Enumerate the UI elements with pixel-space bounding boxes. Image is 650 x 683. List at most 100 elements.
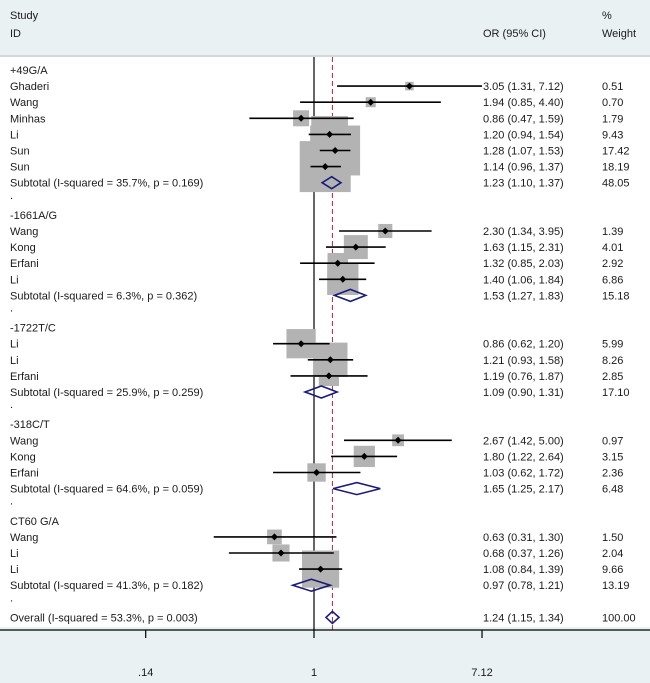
study-point <box>334 259 342 267</box>
study-point <box>325 372 333 380</box>
study-point <box>321 163 329 171</box>
study-weight: 9.43 <box>602 129 623 141</box>
study-point <box>277 549 285 557</box>
study-point <box>381 227 389 235</box>
study-point <box>297 340 305 348</box>
study-label: Li <box>10 548 19 560</box>
study-label: Kong <box>10 242 36 254</box>
study-point <box>360 452 368 460</box>
study-estimate: 1.14 (0.96, 1.37) <box>483 162 564 174</box>
study-estimate: 2.67 (1.42, 5.00) <box>483 435 564 447</box>
study-estimate: 2.30 (1.34, 3.95) <box>483 226 564 238</box>
study-estimate: 1.32 (0.85, 2.03) <box>483 258 564 270</box>
header-weight: Weight <box>602 28 636 40</box>
study-estimate: 0.63 (0.31, 1.30) <box>483 532 564 544</box>
study-point <box>405 82 413 90</box>
overall-label: Overall (I-squared = 53.3%, p = 0.003) <box>10 612 198 624</box>
study-point <box>339 275 347 283</box>
study-estimate: 1.21 (0.93, 1.58) <box>483 355 564 367</box>
group-heading: -1722T/C <box>10 323 56 335</box>
study-point <box>352 243 360 251</box>
study-label: Ghaderi <box>10 81 49 93</box>
group-heading: -318C/T <box>10 419 50 431</box>
subtotal-estimate: 1.65 (1.25, 2.17) <box>483 484 564 496</box>
study-label: Wang <box>10 435 38 447</box>
subtotal-weight: 17.10 <box>602 387 630 399</box>
study-weight: 1.79 <box>602 113 623 125</box>
study-label: Kong <box>10 451 36 463</box>
study-label: Wang <box>10 97 38 109</box>
study-weight: 6.86 <box>602 274 623 286</box>
overall-diamond <box>324 610 341 625</box>
study-weight: 2.04 <box>602 548 623 560</box>
study-estimate: 1.63 (1.15, 2.31) <box>483 242 564 254</box>
separator: . <box>10 190 13 202</box>
group-heading: +49G/A <box>10 65 48 77</box>
study-label: Wang <box>10 226 38 238</box>
subtotal-estimate: 1.53 (1.27, 1.83) <box>483 290 564 302</box>
subtotal-label: Subtotal (I-squared = 64.6%, p = 0.059) <box>10 484 203 496</box>
x-tick-label: .14 <box>138 667 153 679</box>
separator: . <box>10 399 13 411</box>
study-label: Wang <box>10 532 38 544</box>
study-weight: 0.51 <box>602 81 623 93</box>
study-weight: 5.99 <box>602 339 623 351</box>
study-label: Erfani <box>10 468 39 480</box>
subtotal-label: Subtotal (I-squared = 6.3%, p = 0.362) <box>10 290 197 302</box>
header-estimate: OR (95% CI) <box>483 28 546 40</box>
study-estimate: 0.68 (0.37, 1.26) <box>483 548 564 560</box>
group-heading: -1661A/G <box>10 210 57 222</box>
subtotal-diamond <box>290 578 333 593</box>
x-tick-label: 7.12 <box>471 667 492 679</box>
study-estimate: 1.28 (1.07, 1.53) <box>483 146 564 158</box>
study-estimate: 1.19 (0.76, 1.87) <box>483 371 564 383</box>
subtotal-diamond <box>332 288 368 303</box>
study-point <box>367 98 375 106</box>
study-label: Erfani <box>10 371 39 383</box>
study-point <box>313 469 321 476</box>
study-label: Minhas <box>10 113 46 125</box>
subtotal-weight: 15.18 <box>602 290 630 302</box>
study-label: Li <box>10 355 19 367</box>
study-estimate: 1.80 (1.22, 2.64) <box>483 451 564 463</box>
study-weight: 0.70 <box>602 97 623 109</box>
study-weight: 1.39 <box>602 226 623 238</box>
study-point <box>317 565 325 573</box>
study-weight: 9.66 <box>602 564 623 576</box>
subtotal-estimate: 0.97 (0.78, 1.21) <box>483 580 564 592</box>
study-weight: 2.85 <box>602 371 623 383</box>
subtotal-diamond <box>320 175 343 190</box>
subtotal-estimate: 1.09 (0.90, 1.31) <box>483 387 564 399</box>
study-weight: 2.36 <box>602 468 623 480</box>
study-point <box>270 533 278 541</box>
subtotal-label: Subtotal (I-squared = 35.7%, p = 0.169) <box>10 178 203 190</box>
study-estimate: 3.05 (1.31, 7.12) <box>483 81 564 93</box>
study-estimate: 1.20 (0.94, 1.54) <box>483 129 564 141</box>
study-weight: 3.15 <box>602 451 623 463</box>
header-weight-pct: % <box>602 10 612 22</box>
header-id: ID <box>10 28 21 40</box>
subtotal-weight: 13.19 <box>602 580 630 592</box>
study-label: Li <box>10 129 19 141</box>
study-estimate: 1.08 (0.84, 1.39) <box>483 564 564 576</box>
study-estimate: 1.03 (0.62, 1.72) <box>483 468 564 480</box>
study-weight: 4.01 <box>602 242 623 254</box>
study-label: Li <box>10 339 19 351</box>
study-estimate: 1.40 (1.06, 1.84) <box>483 274 564 286</box>
study-estimate: 0.86 (0.62, 1.20) <box>483 339 564 351</box>
study-label: Erfani <box>10 258 39 270</box>
study-weight: 1.50 <box>602 532 623 544</box>
overall-weight: 100.00 <box>602 612 636 624</box>
study-estimate: 0.86 (0.47, 1.59) <box>483 113 564 125</box>
overall-estimate: 1.24 (1.15, 1.34) <box>483 612 564 624</box>
study-label: Sun <box>10 146 30 158</box>
header-study: Study <box>10 10 39 22</box>
separator: . <box>10 592 13 604</box>
study-point <box>326 356 334 364</box>
study-weight: 2.92 <box>602 258 623 270</box>
study-point <box>331 147 339 154</box>
study-label: Li <box>10 564 19 576</box>
study-weight: 8.26 <box>602 355 623 367</box>
study-weight: 18.19 <box>602 162 630 174</box>
